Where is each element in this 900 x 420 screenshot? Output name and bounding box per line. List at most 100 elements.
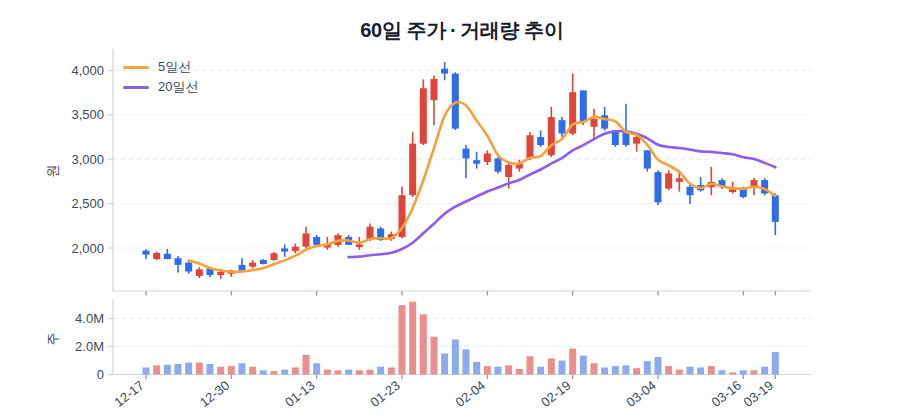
ma20-legend-label: 20일선: [158, 78, 198, 96]
volume-bar: [217, 367, 224, 375]
x-tick-label: 03-16: [709, 378, 744, 410]
volume-bar: [612, 366, 619, 374]
volume-bar: [388, 368, 395, 375]
volume-bar: [601, 368, 608, 375]
candle-body: [505, 165, 512, 177]
candle-body: [590, 119, 597, 127]
candle-body: [281, 248, 288, 251]
candle-body: [644, 150, 651, 168]
volume-bar: [452, 340, 459, 375]
candle-body: [260, 260, 267, 264]
candle-body: [441, 69, 448, 74]
candle-body: [580, 90, 587, 122]
candle-body: [366, 227, 373, 239]
volume-bar: [281, 370, 288, 375]
legend-item-ma20: 20일선: [123, 80, 198, 94]
price-tick-label: 3,000: [71, 152, 104, 167]
candle-body: [409, 144, 416, 195]
volume-bar: [206, 364, 213, 375]
volume-bar: [697, 368, 704, 375]
x-tick-label: 03-19: [741, 378, 776, 410]
x-tick-label: 03-04: [623, 378, 658, 410]
candle-body: [654, 172, 661, 202]
volume-bar: [569, 349, 576, 375]
volume-bar: [516, 369, 523, 375]
volume-bar: [185, 363, 192, 375]
candle-body: [537, 137, 544, 145]
volume-bar: [196, 363, 203, 375]
volume-bar: [398, 305, 405, 374]
ma5-legend-swatch: [123, 66, 149, 69]
volume-bar: [622, 365, 629, 374]
volume-tick-label: 2.0M: [75, 339, 104, 354]
volume-bar: [430, 337, 437, 375]
chart-title: 60일 주가 · 거래량 추이: [0, 17, 900, 44]
volume-bar: [537, 367, 544, 375]
volume-bar: [473, 362, 480, 375]
price-axis-unit-label: 원: [44, 151, 62, 191]
ma5-legend-label: 5일선: [158, 58, 191, 76]
price-tick-label: 2,000: [71, 241, 104, 256]
candle-body: [494, 158, 501, 171]
candle-body: [153, 253, 160, 259]
volume-bar: [708, 366, 715, 374]
candle-body: [174, 258, 181, 265]
volume-bar: [558, 361, 565, 375]
volume-bar: [366, 370, 373, 375]
volume-bar: [654, 357, 661, 375]
volume-bar: [441, 354, 448, 375]
volume-bar: [686, 367, 693, 375]
volume-bar: [750, 370, 757, 374]
candle-body: [484, 153, 491, 161]
candle-body: [185, 263, 192, 272]
volume-bar: [548, 358, 555, 374]
x-tick-label: 02-19: [538, 378, 573, 410]
price-tick-label: 3,500: [71, 107, 104, 122]
candle-body: [238, 265, 245, 271]
candle-body: [217, 272, 224, 275]
x-tick-label: 01-23: [367, 378, 402, 410]
candle-body: [665, 173, 672, 188]
volume-bar: [302, 355, 309, 375]
volume-bar: [718, 370, 725, 374]
volume-bar: [292, 368, 299, 375]
legend-item-ma5: 5일선: [123, 60, 191, 74]
candle-body: [292, 247, 299, 251]
volume-bar: [740, 370, 747, 374]
ma20-legend-swatch: [123, 86, 149, 89]
volume-bar: [249, 367, 256, 375]
candle-body: [473, 160, 480, 164]
volume-bar: [324, 370, 331, 375]
candle-body: [270, 253, 277, 260]
candle-body: [356, 244, 363, 247]
volume-bar: [772, 352, 779, 374]
volume-bar: [409, 302, 416, 375]
candle-body: [249, 263, 256, 267]
candle-body: [143, 251, 150, 255]
volume-axis-unit-label: 주: [44, 319, 62, 359]
candle-body: [772, 195, 779, 222]
price-tick-label: 4,000: [71, 63, 104, 78]
volume-bar: [238, 363, 245, 374]
volume-bar: [270, 371, 277, 375]
volume-bar: [153, 365, 160, 374]
volume-bar: [164, 365, 171, 375]
volume-bar: [761, 367, 768, 375]
volume-bar: [676, 370, 683, 375]
volume-bar: [345, 370, 352, 375]
candle-body: [430, 79, 437, 100]
candle-body: [462, 149, 469, 159]
volume-bar: [729, 372, 736, 374]
volume-bar: [462, 349, 469, 374]
candle-body: [164, 254, 171, 259]
volume-bar: [377, 367, 384, 375]
x-tick-label: 02-04: [453, 378, 488, 410]
candle-body: [302, 233, 309, 246]
volume-bar: [228, 366, 235, 374]
volume-bar: [665, 366, 672, 374]
volume-bar: [590, 363, 597, 374]
volume-bar: [174, 364, 181, 375]
candle-body: [526, 135, 533, 158]
candle-body: [558, 120, 565, 133]
volume-bar: [505, 365, 512, 374]
